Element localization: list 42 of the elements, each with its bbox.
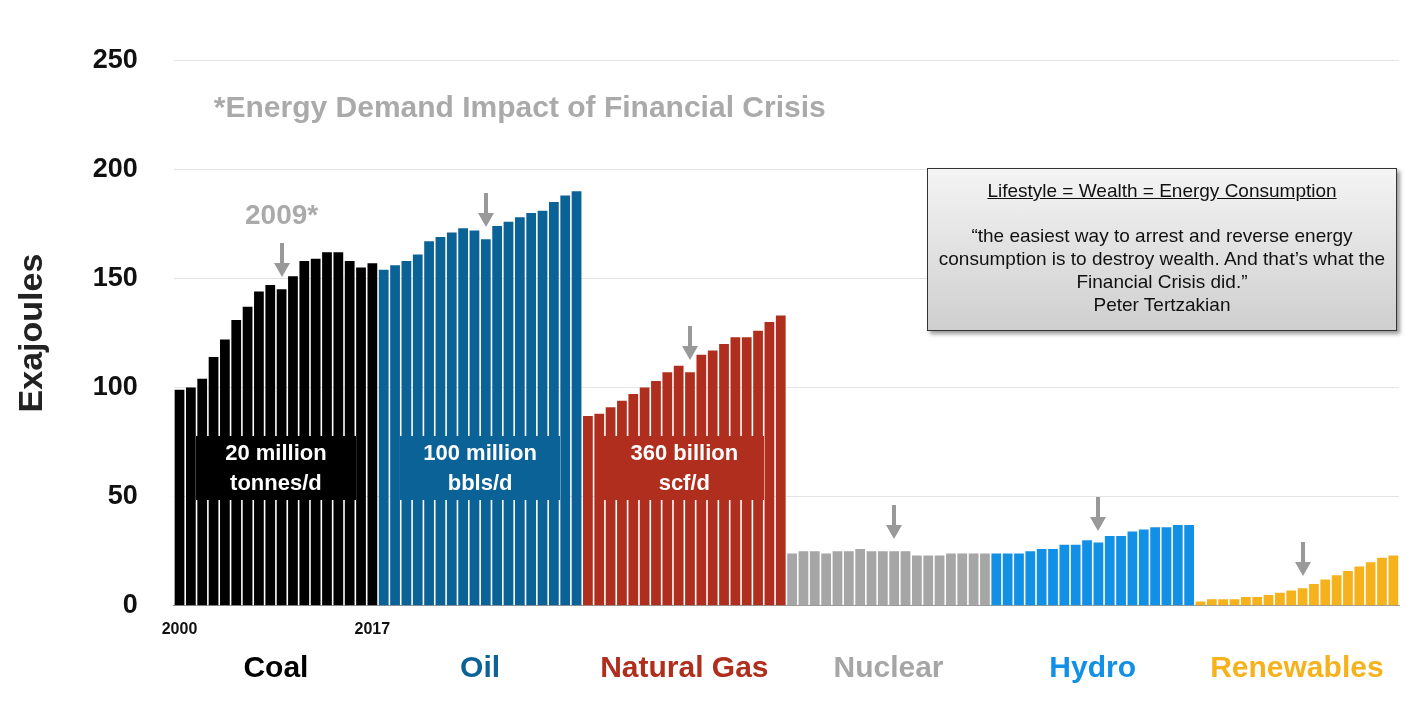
annotation: “the easiest way to arrest and reverse energy consumption is to destroy wealth. And that’s what the Financial Crisis did.” (937, 224, 1387, 294)
bar (900, 551, 911, 606)
y-tick-label: 200 (92, 152, 138, 183)
series-label: Hydro (1049, 649, 1137, 683)
bar (1195, 601, 1206, 606)
annotation: 360 billion scf/d (604, 435, 765, 500)
annotation: 20 million tonnes/d (195, 435, 356, 500)
annotation: Lifestyle = Wealth = Energy Consumption (986, 179, 1338, 203)
x-tick-label: 2017 (354, 619, 391, 637)
y-tick-label: 50 (107, 480, 138, 511)
bar (1331, 575, 1342, 606)
bar (775, 315, 786, 606)
y-tick-label: 0 (122, 589, 138, 620)
text: *Energy Demand Impact of Financial Crisis (213, 90, 826, 125)
bar (571, 191, 582, 606)
annotation: Peter Tertzakian (1092, 293, 1232, 317)
series-label: Nuclear (833, 649, 944, 683)
y-tick-label: 150 (92, 261, 138, 292)
series-label: Oil (460, 649, 501, 683)
bar (980, 553, 990, 606)
series-label: Natural Gas (599, 649, 770, 684)
x-tick-label: 2000 (161, 619, 198, 637)
bar (1093, 542, 1104, 606)
bar (798, 551, 809, 606)
y-tick-label: 100 (92, 371, 138, 402)
bar (934, 555, 945, 606)
bar (1229, 599, 1240, 606)
annotation: 2009* (244, 199, 320, 232)
series-label: Coal (242, 649, 310, 684)
bar (866, 551, 877, 606)
y-tick-label: 250 (92, 43, 138, 74)
bar (1127, 531, 1138, 606)
bar (1297, 588, 1308, 606)
bar (787, 553, 797, 606)
bar (832, 551, 843, 606)
series-label: Renewables (1209, 649, 1385, 684)
bar (174, 389, 185, 606)
y-axis-title: Exajoules (10, 253, 49, 413)
bar (991, 553, 1002, 606)
bar (1161, 527, 1172, 606)
annotation: 100 million bbls/d (400, 435, 561, 500)
bar (968, 553, 979, 606)
